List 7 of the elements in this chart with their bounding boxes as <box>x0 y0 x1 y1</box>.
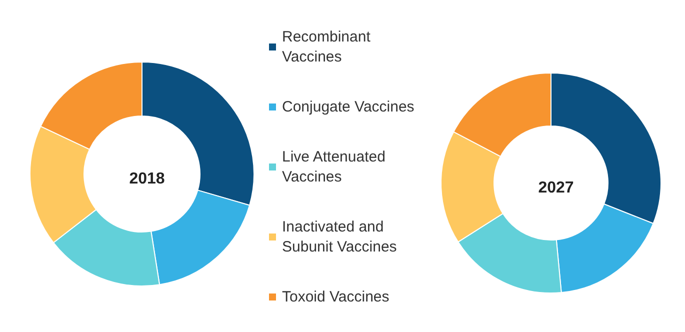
legend-label: Recombinant Vaccines <box>282 28 375 66</box>
legend-label: Conjugate Vaccines <box>282 98 414 116</box>
slice-label: 2027 <box>538 180 574 196</box>
legend-label: Toxoid Vaccines <box>282 288 390 306</box>
legend-label: Live Attenuated Vaccines <box>282 148 390 186</box>
slice-label: 2018 <box>129 170 165 188</box>
legend-label: Inactivated and Subunit Vaccines <box>282 218 397 256</box>
